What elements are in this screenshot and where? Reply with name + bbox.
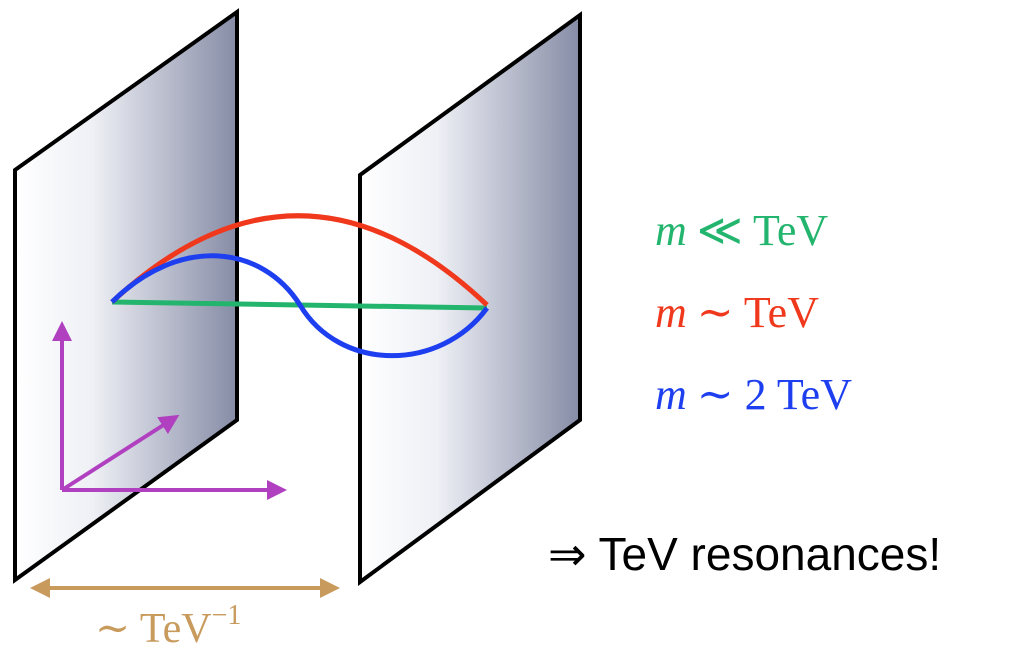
mode-variable: m	[655, 370, 687, 419]
mode-label: m∼ TeV	[655, 288, 819, 337]
scale-label: ∼ TeV−1	[95, 600, 241, 647]
conclusion: ⇒ TeV resonances!	[548, 528, 941, 580]
diagram: ∼ TeV−1 m≪ TeVm∼ TeVm∼ 2 TeV ⇒ TeV reson…	[0, 0, 1013, 647]
mode-label: m≪ TeV	[655, 206, 828, 255]
mode-label: m∼ 2 TeV	[655, 370, 852, 419]
mode-relation: ≪ TeV	[697, 206, 829, 255]
right-brane	[360, 15, 580, 582]
mode-relation: ∼ TeV	[697, 288, 819, 337]
left-brane	[15, 12, 237, 580]
mode-variable: m	[655, 288, 687, 337]
mode-variable: m	[655, 206, 687, 255]
mode-relation: ∼ 2 TeV	[697, 370, 852, 419]
